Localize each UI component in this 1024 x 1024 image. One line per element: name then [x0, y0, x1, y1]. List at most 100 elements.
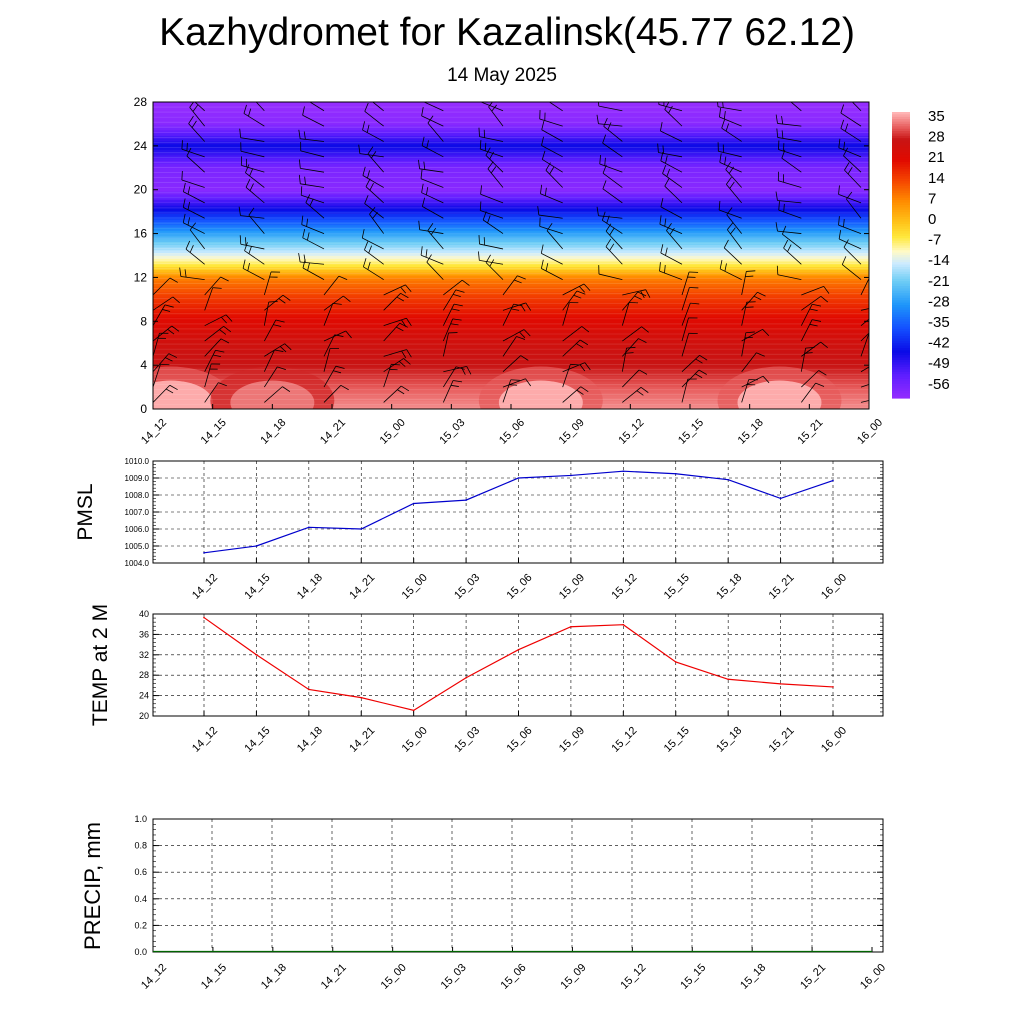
wind-barb	[243, 113, 265, 127]
wind-barb	[777, 274, 802, 281]
wind-barb-flag	[520, 355, 529, 361]
wind-barb-flag	[182, 213, 186, 223]
heatmap-band	[153, 294, 869, 298]
wind-barb-flag	[809, 308, 818, 311]
wind-barb	[777, 230, 802, 234]
wind-barb-flag	[525, 302, 532, 311]
wind-barb-flag	[365, 87, 369, 95]
wind-barb-flag	[367, 146, 374, 155]
wind-barb-flag	[421, 136, 425, 146]
wind-barb-flag	[781, 225, 787, 235]
temp-2m-point	[360, 696, 363, 699]
colorbar-segment	[892, 157, 910, 161]
precip-panel: 0.0 0.2 0.4 0.6 0.8 1.0 14_12 14_15 14_18 14_21 15…	[80, 814, 888, 992]
wind-barb-flag	[787, 91, 790, 98]
x-tick-label: 15_18	[738, 962, 768, 992]
wind-barb-flag	[576, 389, 584, 395]
heatmap-band	[153, 252, 869, 256]
wind-barb	[442, 303, 455, 326]
wind-barb-flag	[487, 161, 494, 170]
colorbar-segment	[892, 114, 910, 118]
wind-barb-flag	[192, 104, 199, 112]
wind-barb	[181, 148, 205, 158]
wind-barb	[562, 290, 578, 311]
wind-barb	[204, 338, 222, 357]
heatmap-band	[153, 126, 869, 131]
wind-barb	[741, 332, 747, 357]
temp-2m-point	[517, 648, 520, 651]
wind-barb-flag	[638, 369, 648, 375]
colorbar-segment	[892, 269, 910, 273]
x-tick-label: 14_18	[295, 725, 325, 755]
wind-barb	[538, 214, 563, 219]
colorbar-segment	[892, 357, 910, 361]
wind-barb-flag	[277, 366, 286, 370]
heatmap-band	[153, 266, 869, 270]
wind-barb	[540, 193, 563, 204]
wind-barb-flag	[668, 105, 673, 114]
wind-barb	[183, 206, 205, 219]
y-tick-label: 20	[139, 711, 149, 721]
wind-barb	[488, 106, 504, 127]
wind-barb	[598, 273, 623, 281]
wind-barb-flag	[396, 326, 404, 332]
heatmap-band	[153, 193, 869, 198]
heatmap-band	[153, 165, 869, 170]
wind-barb-flag	[136, 171, 138, 179]
colorbar-segment	[892, 154, 910, 158]
wind-barb	[383, 349, 407, 357]
wind-barb	[323, 365, 337, 388]
wind-barb	[602, 142, 623, 158]
wind-barb	[860, 277, 869, 296]
heatmap-band	[153, 316, 869, 321]
wind-barb	[502, 336, 517, 357]
wind-barb-flag	[843, 239, 849, 248]
wind-barb-flag	[523, 329, 531, 337]
warm-core	[498, 380, 583, 409]
colorbar-segment	[892, 131, 910, 135]
colorbar-segment	[892, 386, 910, 390]
wind-barb	[153, 304, 166, 326]
heatmap-band	[153, 291, 869, 295]
wind-barb	[482, 219, 504, 234]
wind-barb	[539, 226, 563, 234]
wind-barb	[562, 283, 585, 296]
colorbar-segment	[892, 290, 910, 294]
colorbar-segment	[892, 250, 910, 254]
wind-barb-flag	[301, 215, 304, 225]
y-tick-label: 1004.0	[125, 559, 150, 568]
wind-barb-flag	[405, 284, 412, 293]
wind-barb	[838, 193, 862, 204]
wind-barb	[427, 230, 444, 250]
wind-barb	[183, 191, 205, 204]
wind-barb	[443, 365, 467, 373]
wind-barb-flag	[220, 338, 230, 344]
heatmap-band	[153, 310, 869, 315]
wind-barb-flag	[726, 176, 732, 185]
wind-barb-flag	[365, 178, 371, 187]
heatmap-band	[153, 269, 869, 273]
precip-frame	[152, 818, 884, 953]
wind-barb	[681, 303, 691, 326]
wind-barb-flag	[401, 350, 407, 359]
wind-barb	[602, 219, 623, 234]
heatmap-band	[153, 168, 869, 173]
wind-barb	[369, 214, 384, 234]
wind-barb-flag	[484, 142, 487, 151]
y-tick-label: 0.0	[134, 947, 147, 957]
pmsl-point	[727, 478, 729, 481]
wind-barb	[383, 293, 401, 311]
wind-barb-flag	[573, 294, 582, 299]
wind-barb-flag	[781, 116, 784, 125]
wind-barb	[323, 295, 344, 311]
heatmap-band	[153, 257, 869, 262]
heatmap-band	[153, 171, 869, 175]
warm-core	[230, 380, 315, 409]
wind-barb-flag	[369, 206, 376, 215]
wind-barb-flag	[304, 176, 306, 185]
wind-barb-flag	[307, 232, 310, 241]
wind-barb	[681, 333, 690, 357]
wind-barb-flag	[698, 369, 707, 375]
wind-barb	[726, 184, 742, 204]
wind-barb-flag	[602, 180, 607, 189]
